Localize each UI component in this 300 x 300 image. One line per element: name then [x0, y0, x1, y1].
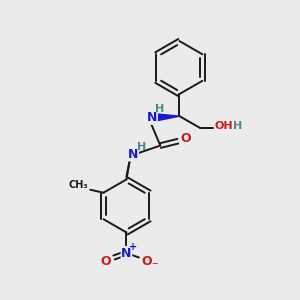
Text: H: H [155, 104, 164, 114]
Text: H: H [233, 122, 242, 131]
Text: O: O [142, 255, 152, 268]
Text: +: + [129, 242, 137, 252]
Text: O: O [100, 255, 111, 268]
Text: ⁻: ⁻ [151, 260, 158, 273]
Text: O: O [180, 132, 190, 145]
Text: N: N [147, 111, 157, 124]
Polygon shape [152, 113, 179, 122]
Text: N: N [128, 148, 138, 161]
Text: H: H [137, 142, 147, 152]
Text: CH₃: CH₃ [69, 180, 88, 190]
Text: OH: OH [214, 122, 233, 131]
Text: N: N [121, 247, 132, 260]
